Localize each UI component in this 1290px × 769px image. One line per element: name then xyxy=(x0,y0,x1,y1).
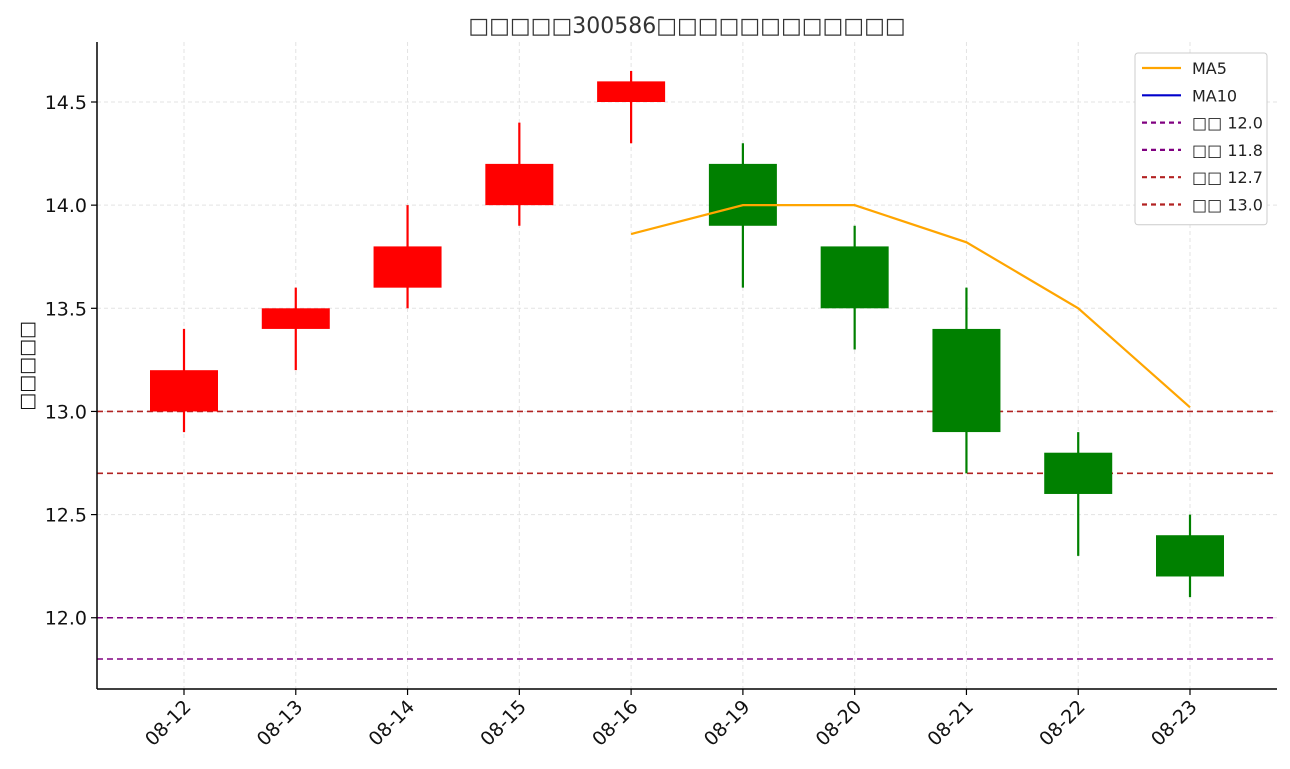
reference-lines xyxy=(97,410,1277,660)
legend-label: □□ 12.7 xyxy=(1192,168,1263,187)
x-tick-label: 08-20 xyxy=(812,696,867,751)
y-axis-label: □□□□□ xyxy=(16,321,38,411)
x-tick-label: 08-22 xyxy=(1035,696,1090,751)
candle-body xyxy=(597,81,666,102)
candle-body xyxy=(1044,452,1113,494)
candle-body xyxy=(932,328,1001,433)
legend-label: □□ 13.0 xyxy=(1192,196,1263,215)
candle-body xyxy=(820,246,889,309)
y-tick-label: 12.5 xyxy=(45,505,87,527)
x-tick-label: 08-12 xyxy=(141,696,196,751)
grid-lines xyxy=(97,42,1277,689)
legend: MA5 MA10 □□ 12.0 □□ 11.8 □□ 12.7 □□ 13.0 xyxy=(1134,52,1268,226)
candle-body xyxy=(708,163,777,226)
y-tick-label: 12.0 xyxy=(45,608,87,630)
y-tick-label: 13.5 xyxy=(45,298,87,320)
y-tick-label: 14.5 xyxy=(45,92,87,114)
x-tick-label: 08-19 xyxy=(700,696,755,751)
x-tick-label: 08-13 xyxy=(253,696,308,751)
x-tick-label: 08-15 xyxy=(476,696,531,751)
ma-line xyxy=(630,204,1191,409)
candle-body xyxy=(373,246,442,288)
legend-label: MA5 xyxy=(1192,59,1227,78)
legend-label: □□ 11.8 xyxy=(1192,141,1263,160)
candle-body xyxy=(485,163,554,206)
y-tick-label: 13.0 xyxy=(45,401,87,423)
moving-average-lines xyxy=(630,204,1191,409)
legend-label: □□ 12.0 xyxy=(1192,114,1263,133)
candles xyxy=(150,71,1224,598)
legend-label: MA10 xyxy=(1192,86,1237,105)
candle-body xyxy=(150,370,218,412)
chart-title: □□□□□300586□□□□□□□□□□□□ xyxy=(468,14,905,39)
y-tick-label: 14.0 xyxy=(45,195,87,217)
candle-body xyxy=(261,308,330,329)
candle-body xyxy=(1156,535,1224,577)
x-tick-label: 08-16 xyxy=(588,696,643,751)
x-tick-label: 08-14 xyxy=(364,696,419,751)
x-tick-label: 08-21 xyxy=(923,696,978,751)
axes: 12.0 12.5 13.0 13.5 14.0 14.5 08-12 08-13 08-14 0… xyxy=(45,42,1277,751)
x-tick-label: 08-23 xyxy=(1147,696,1202,751)
